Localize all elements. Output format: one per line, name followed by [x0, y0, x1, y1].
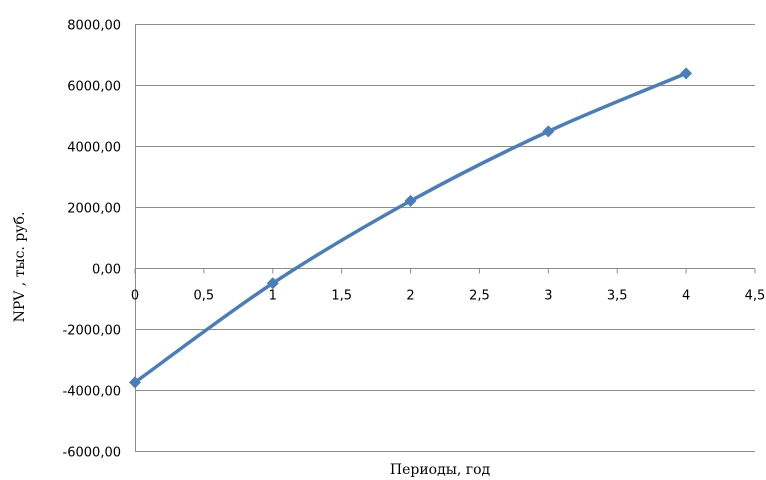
x-tick-label: 0 [131, 289, 139, 304]
y-tick-label: 8000,00 [67, 19, 121, 34]
data-point-marker [680, 67, 693, 80]
y-tick-label: -2000,00 [63, 324, 121, 339]
y-tick-label: -4000,00 [63, 385, 121, 400]
x-tick-label: 2 [406, 289, 414, 304]
grid-lines [135, 24, 755, 452]
series-group [129, 67, 693, 389]
y-axis-title: NPV , тыс. руб. [12, 212, 28, 323]
x-tick-label: 3,5 [607, 289, 628, 304]
y-tick-label: 2000,00 [67, 202, 121, 217]
y-tick-label: 6000,00 [67, 80, 121, 95]
data-point-marker [266, 277, 279, 290]
x-tick-label: 1 [269, 289, 277, 304]
x-axis-title: Периоды, год [390, 462, 491, 478]
data-point-marker [542, 125, 555, 138]
x-tick-label: 2,5 [469, 289, 490, 304]
y-tick-label: -6000,00 [63, 446, 121, 461]
series-line [133, 71, 688, 385]
x-tick-label: 3 [544, 289, 552, 304]
data-point-marker [129, 376, 141, 389]
y-tick-label: 4000,00 [67, 141, 121, 156]
data-point-marker [404, 194, 417, 207]
y-tick-label: 0,00 [92, 263, 121, 278]
y-tick-labels: 8000,00 6000,00 4000,00 2000,00 0,00 -2000,00… [63, 19, 121, 461]
x-tick-labels: 0 0,5 1 1,5 2 2,5 3 3,5 4 4,5 [131, 289, 765, 304]
x-tick-label: 1,5 [331, 289, 352, 304]
x-tick-label: 0,5 [194, 289, 215, 304]
x-tick-label: 4,5 [745, 289, 766, 304]
axes [134, 24, 756, 451]
x-tick-label: 4 [682, 289, 690, 304]
